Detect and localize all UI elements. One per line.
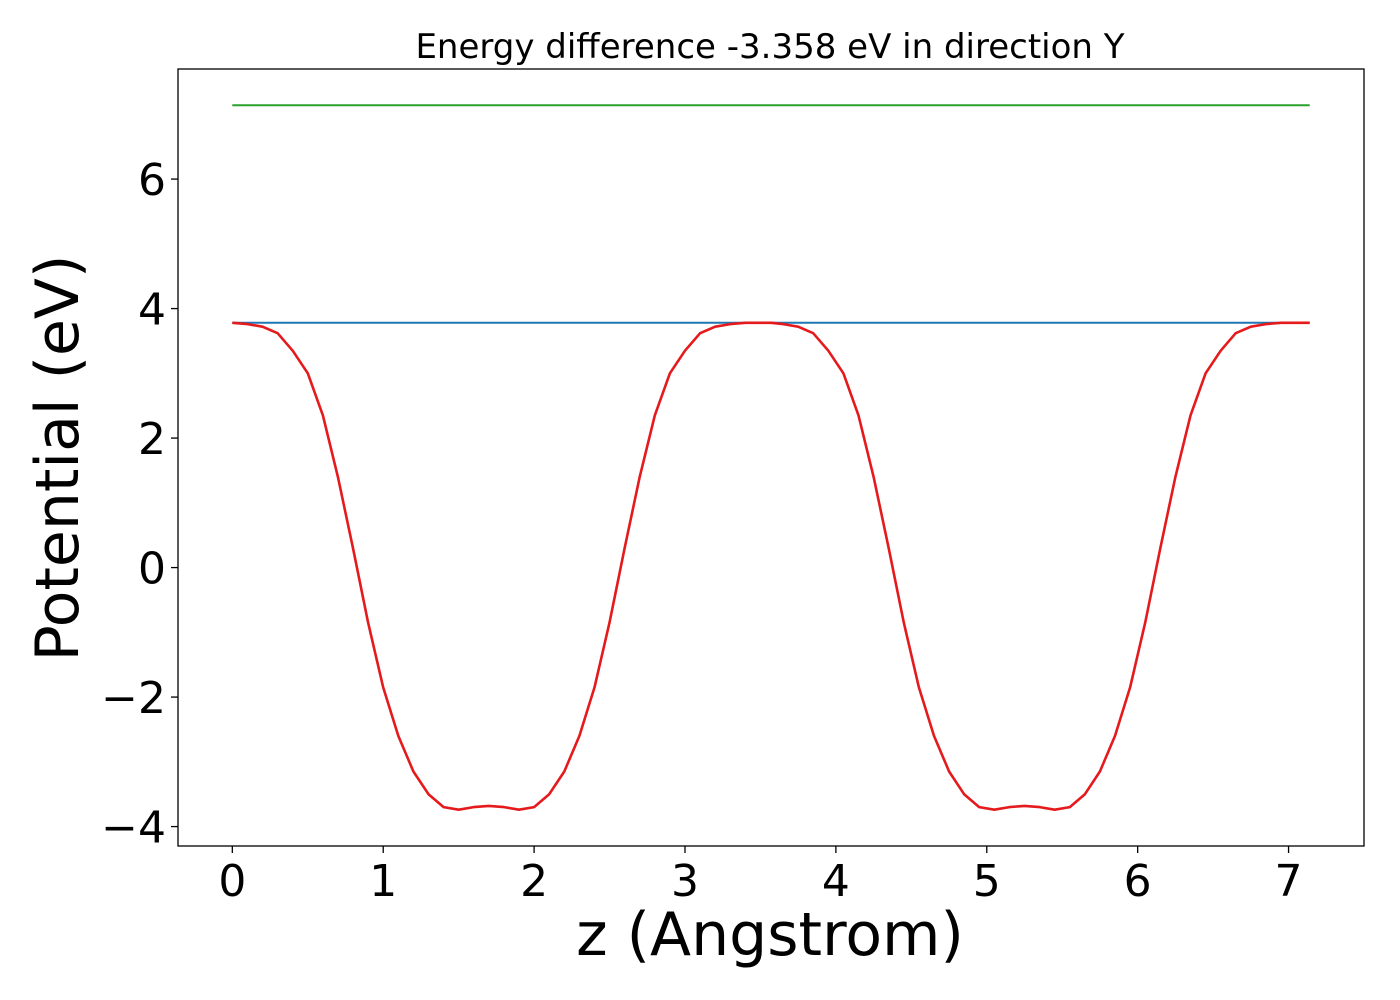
x-tick-label: 6 [1124, 856, 1152, 907]
x-tick-label: 4 [822, 856, 850, 907]
x-tick-label: 2 [520, 856, 548, 907]
series-line-3 [232, 321, 1310, 812]
y-tick-label: −4 [101, 803, 166, 854]
x-tick-label: 5 [973, 856, 1001, 907]
y-axis-label: Potential (eV) [23, 255, 93, 662]
y-axis-ticks: −4 −2 0 2 4 6 [101, 155, 178, 854]
y-tick-label: 0 [138, 544, 166, 595]
chart-title: Energy difference -3.358 eV in direction… [415, 27, 1124, 67]
x-axis-label: z (Angstrom) [576, 900, 964, 970]
plot-area-frame [177, 68, 1365, 847]
x-axis-ticks: 0 1 2 3 4 5 6 7 [218, 846, 1303, 907]
y-tick-label: 6 [138, 155, 166, 206]
x-tick-label: 1 [369, 856, 397, 907]
series-layer [232, 104, 1310, 812]
x-tick-label: 3 [671, 856, 699, 907]
x-tick-label: 0 [218, 856, 246, 907]
y-tick-label: −2 [101, 673, 166, 724]
y-tick-label: 4 [138, 285, 166, 336]
x-tick-label: 7 [1275, 856, 1303, 907]
y-tick-label: 2 [138, 414, 166, 465]
